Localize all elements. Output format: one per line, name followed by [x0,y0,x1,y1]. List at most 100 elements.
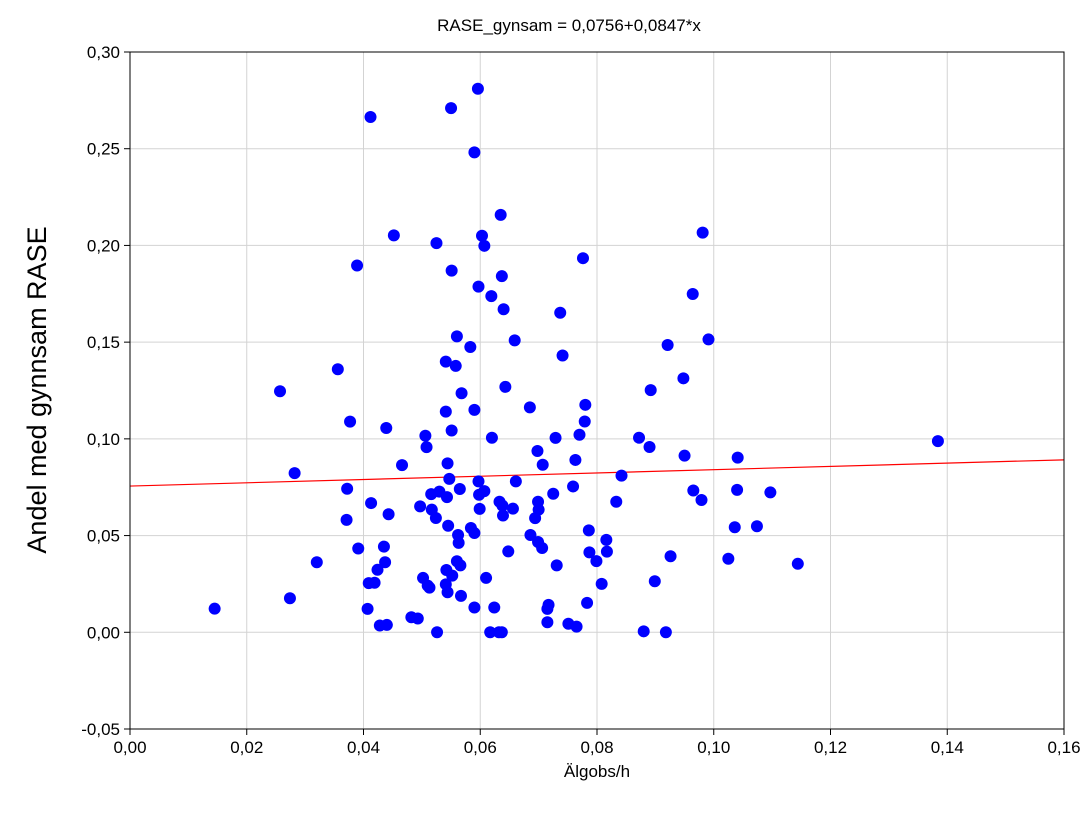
x-tick-label: 0,06 [464,738,497,757]
data-point [541,616,554,629]
data-point [695,493,708,506]
y-tick-label: 0,20 [87,236,120,255]
data-point [508,334,521,347]
data-point [439,355,452,368]
data-point [615,469,628,482]
data-point [371,563,384,576]
data-point [549,431,562,444]
data-point [579,398,592,411]
data-point [661,339,674,352]
y-tick-label: 0,30 [87,43,120,62]
data-point [570,620,583,633]
data-point [554,306,567,319]
data-point [452,536,465,549]
y-tick-label: 0,25 [87,140,120,159]
data-point [472,280,485,293]
data-point [523,401,536,414]
y-tick-label: 0,15 [87,333,120,352]
data-point [484,626,497,639]
data-point [430,237,443,250]
data-point [478,239,491,252]
data-point [414,500,427,513]
data-point [696,226,709,239]
data-point [419,429,432,442]
data-point [423,581,436,594]
data-point [468,403,481,416]
x-tick-label: 0,10 [697,738,730,757]
data-points [208,82,944,639]
data-point [686,287,699,300]
x-tick-label: 0,04 [347,738,380,757]
data-point [494,208,507,221]
data-point [411,612,424,625]
data-point [595,577,608,590]
data-point [274,385,287,398]
data-point [396,459,409,472]
data-point [443,472,456,485]
y-tick-label: -0,05 [81,720,120,739]
data-point [583,546,596,559]
data-point [547,487,560,500]
data-point [550,559,563,572]
data-point [450,330,463,343]
data-point [431,626,444,639]
data-point [454,589,467,602]
data-point [536,458,549,471]
data-point [341,482,354,495]
data-point [573,428,586,441]
data-point [364,110,377,123]
data-point [420,441,433,454]
data-point [361,602,374,615]
data-point [556,349,569,362]
data-point [702,333,715,346]
data-point [502,545,515,558]
data-point [569,453,582,466]
data-point [731,451,744,464]
data-point [633,431,646,444]
data-point [485,431,498,444]
data-point [931,435,944,448]
regression-line-layer [129,459,1065,487]
data-point [722,552,735,565]
data-point [687,484,700,497]
data-point [368,576,381,589]
y-tick-label: 0,05 [87,527,120,546]
data-point [380,618,393,631]
data-point [445,102,458,115]
data-point [728,521,741,534]
data-point [524,528,537,541]
data-point [610,495,623,508]
x-tick-label: 0,14 [931,738,964,757]
data-point [340,513,353,526]
data-point [331,363,344,376]
data-point [764,486,777,499]
data-point [791,557,804,570]
data-point [344,415,357,428]
data-point [440,491,453,504]
data-point [600,545,613,558]
data-point [495,626,508,639]
data-point [644,384,657,397]
data-point [351,259,364,272]
data-point [379,556,392,569]
data-point [578,415,591,428]
data-point [380,422,393,435]
data-point [590,555,603,568]
data-point [643,440,656,453]
data-point [677,372,690,385]
data-point [473,502,486,515]
data-point [488,601,501,614]
data-point [445,424,458,437]
grid-lines [130,52,1064,729]
data-point [365,497,378,510]
data-point [480,571,493,584]
data-point [497,509,510,522]
y-tick-label: 0,00 [87,623,120,642]
data-point [648,575,661,588]
data-point [387,229,400,242]
x-axis-ticks: 0,00 0,02 0,04 0,06 0,08 0,10 0,12 0,14 0,16 [113,729,1081,757]
x-tick-label: 0,02 [230,738,263,757]
data-point [429,511,442,524]
data-point [531,445,544,458]
data-point [441,586,454,599]
